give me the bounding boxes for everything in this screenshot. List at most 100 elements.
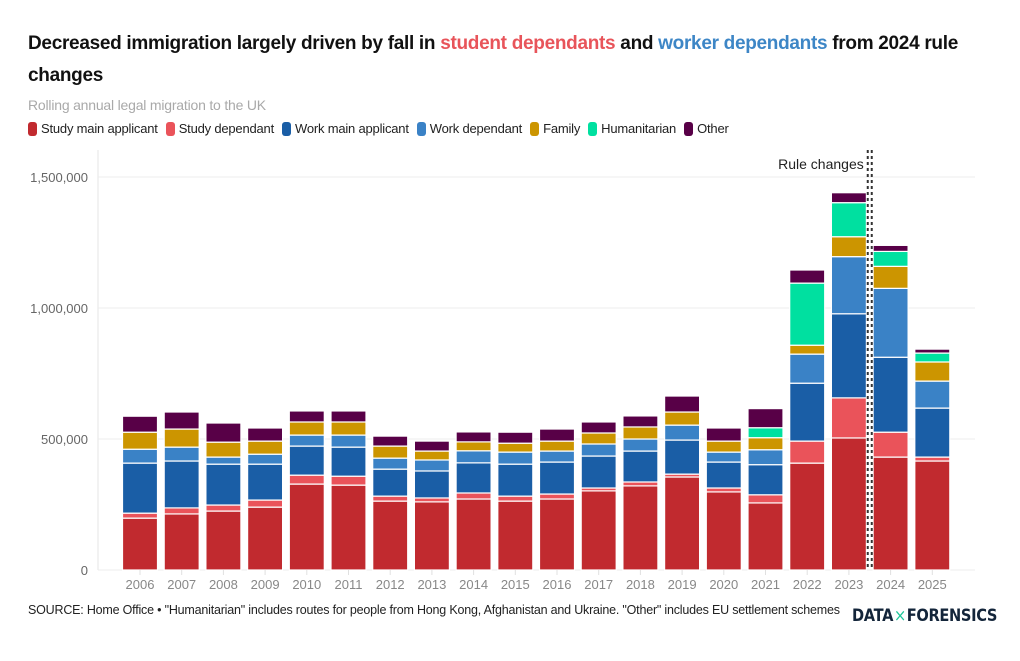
bar-segment-family[interactable] — [413, 450, 450, 461]
bar-segment-study-main-applicant[interactable] — [580, 490, 617, 571]
bar-segment-work-dependant[interactable] — [705, 451, 742, 463]
bar-segment-study-dependant[interactable] — [497, 495, 534, 502]
bar-segment-work-dependant[interactable] — [663, 424, 701, 441]
bar-segment-humanitarian[interactable] — [747, 427, 784, 439]
bar-segment-study-dependant[interactable] — [830, 397, 868, 439]
bar-segment-work-main-applicant[interactable] — [622, 450, 659, 483]
bar-segment-humanitarian[interactable] — [914, 352, 951, 363]
bar-segment-other[interactable] — [914, 348, 951, 354]
legend-item-study-dependant[interactable]: Study dependant — [165, 121, 274, 136]
bar-segment-work-main-applicant[interactable] — [163, 460, 200, 509]
bar-segment-study-main-applicant[interactable] — [663, 476, 701, 571]
bar-segment-work-main-applicant[interactable] — [247, 463, 284, 501]
bar-segment-other[interactable] — [789, 269, 826, 284]
bar-segment-work-dependant[interactable] — [914, 380, 951, 409]
bar-segment-other[interactable] — [538, 428, 576, 442]
bar-segment-family[interactable] — [747, 437, 784, 451]
bar-segment-family[interactable] — [288, 421, 325, 436]
bar-segment-work-dependant[interactable] — [372, 457, 409, 470]
bar-segment-work-main-applicant[interactable] — [747, 464, 784, 496]
bar-segment-work-dependant[interactable] — [789, 353, 826, 384]
bar-segment-humanitarian[interactable] — [830, 202, 868, 238]
bar-segment-study-dependant[interactable] — [163, 507, 200, 515]
bar-segment-work-dependant[interactable] — [497, 451, 534, 465]
bar-segment-work-main-applicant[interactable] — [288, 445, 325, 476]
legend-item-study-main[interactable]: Study main applicant — [28, 121, 158, 136]
bar-segment-other[interactable] — [872, 244, 909, 253]
bar-segment-family[interactable] — [205, 441, 242, 458]
bar-segment-work-dependant[interactable] — [163, 446, 200, 462]
bar-segment-other[interactable] — [663, 395, 701, 413]
bar-segment-family[interactable] — [497, 442, 534, 453]
bar-segment-other[interactable] — [205, 422, 242, 443]
bar-segment-study-main-applicant[interactable] — [163, 513, 200, 571]
bar-segment-study-dependant[interactable] — [247, 499, 284, 508]
bar-segment-study-dependant[interactable] — [538, 493, 576, 500]
legend-item-humanitarian[interactable]: Humanitarian — [588, 121, 676, 136]
bar-segment-work-main-applicant[interactable] — [372, 468, 409, 497]
bar-segment-humanitarian[interactable] — [789, 282, 826, 346]
bar-segment-work-main-applicant[interactable] — [580, 455, 617, 489]
bar-segment-work-main-applicant[interactable] — [872, 356, 909, 433]
bar-segment-work-main-applicant[interactable] — [497, 463, 534, 497]
legend-item-work-dependant[interactable]: Work dependant — [416, 121, 522, 136]
bar-segment-other[interactable] — [622, 415, 659, 428]
bar-segment-study-main-applicant[interactable] — [497, 500, 534, 571]
bar-segment-other[interactable] — [330, 410, 367, 423]
bar-segment-family[interactable] — [247, 440, 284, 455]
bar-segment-work-main-applicant[interactable] — [205, 463, 242, 506]
bar-segment-work-dependant[interactable] — [872, 287, 909, 358]
bar-segment-other[interactable] — [580, 421, 617, 434]
bar-segment-study-main-applicant[interactable] — [914, 460, 951, 571]
bar-segment-study-dependant[interactable] — [205, 504, 242, 512]
bar-segment-family[interactable] — [330, 421, 367, 436]
bar-segment-work-dependant[interactable] — [247, 453, 284, 465]
bar-segment-study-main-applicant[interactable] — [372, 500, 409, 571]
bar-segment-other[interactable] — [497, 431, 534, 444]
bar-segment-work-dependant[interactable] — [830, 256, 868, 315]
legend-item-family[interactable]: Family — [530, 121, 580, 136]
bar-segment-other[interactable] — [163, 411, 200, 430]
legend-item-work-main[interactable]: Work main applicant — [282, 121, 409, 136]
bar-segment-work-dependant[interactable] — [580, 443, 617, 457]
bar-segment-study-main-applicant[interactable] — [705, 491, 742, 571]
bar-segment-work-dependant[interactable] — [622, 438, 659, 452]
bar-segment-study-main-applicant[interactable] — [121, 517, 159, 571]
bar-segment-work-dependant[interactable] — [205, 456, 242, 465]
bar-segment-study-main-applicant[interactable] — [247, 506, 284, 571]
bar-segment-study-main-applicant[interactable] — [872, 456, 909, 571]
bar-segment-family[interactable] — [705, 440, 742, 453]
bar-segment-other[interactable] — [830, 192, 868, 204]
bar-segment-study-dependant[interactable] — [288, 474, 325, 485]
bar-segment-other[interactable] — [455, 431, 492, 443]
bar-segment-family[interactable] — [663, 411, 701, 426]
bar-segment-study-dependant[interactable] — [789, 440, 826, 464]
bar-segment-work-main-applicant[interactable] — [789, 382, 826, 442]
bar-segment-study-main-applicant[interactable] — [830, 437, 868, 571]
bar-segment-work-main-applicant[interactable] — [705, 461, 742, 489]
bar-segment-study-dependant[interactable] — [330, 475, 367, 486]
bar-segment-study-main-applicant[interactable] — [455, 498, 492, 571]
bar-segment-family[interactable] — [121, 431, 159, 450]
bar-segment-work-dependant[interactable] — [538, 450, 576, 463]
bar-segment-study-dependant[interactable] — [747, 494, 784, 504]
bar-segment-work-dependant[interactable] — [121, 448, 159, 464]
bar-segment-family[interactable] — [830, 236, 868, 258]
bar-segment-work-main-applicant[interactable] — [663, 439, 701, 475]
legend-item-other[interactable]: Other — [684, 121, 729, 136]
bar-segment-study-dependant[interactable] — [372, 495, 409, 502]
bar-segment-work-main-applicant[interactable] — [330, 446, 367, 477]
bar-segment-study-main-applicant[interactable] — [413, 501, 450, 571]
bar-segment-family[interactable] — [789, 344, 826, 355]
bar-segment-other[interactable] — [288, 410, 325, 423]
bar-segment-work-dependant[interactable] — [455, 450, 492, 464]
bar-segment-study-main-applicant[interactable] — [205, 510, 242, 571]
bar-segment-work-main-applicant[interactable] — [413, 470, 450, 499]
bar-segment-other[interactable] — [747, 408, 784, 429]
bar-segment-study-main-applicant[interactable] — [622, 485, 659, 571]
bar-segment-other[interactable] — [705, 427, 742, 442]
bar-segment-family[interactable] — [914, 361, 951, 382]
bar-segment-family[interactable] — [580, 432, 617, 445]
bar-segment-study-main-applicant[interactable] — [747, 502, 784, 571]
bar-segment-family[interactable] — [538, 440, 576, 452]
